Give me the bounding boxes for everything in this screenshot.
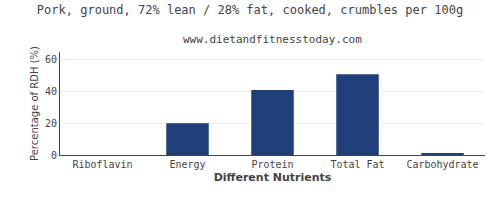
svg-text:20: 20 <box>45 118 57 129</box>
svg-text:Pork, ground, 72% lean / 28% f: Pork, ground, 72% lean / 28% fat, cooked… <box>37 3 463 17</box>
svg-text:40: 40 <box>45 86 57 97</box>
svg-text:Different Nutrients: Different Nutrients <box>214 171 332 184</box>
svg-text:Carbohydrate: Carbohydrate <box>406 159 478 170</box>
svg-text:Percentage of RDH (%): Percentage of RDH (%) <box>29 46 40 161</box>
svg-text:Total Fat: Total Fat <box>330 159 384 170</box>
svg-text:Protein: Protein <box>251 159 293 170</box>
svg-text:0: 0 <box>51 150 57 161</box>
svg-text:www.dietandfitnesstoday.com: www.dietandfitnesstoday.com <box>183 33 362 46</box>
svg-text:Riboflavin: Riboflavin <box>72 159 132 170</box>
svg-text:Energy: Energy <box>169 159 205 170</box>
svg-text:60: 60 <box>45 54 57 65</box>
